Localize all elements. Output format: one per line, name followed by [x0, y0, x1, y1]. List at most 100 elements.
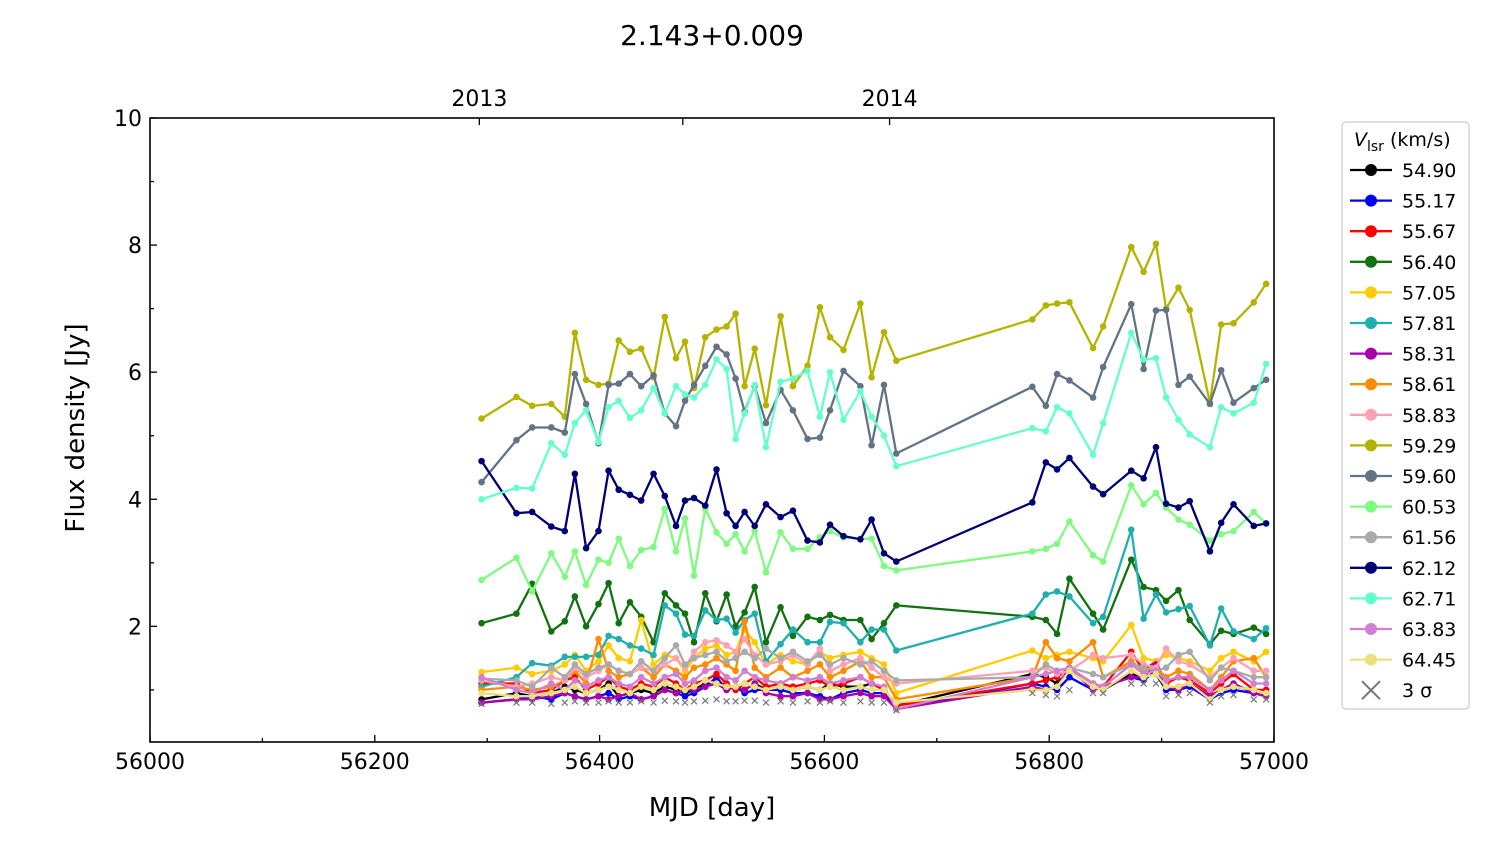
data-point	[762, 638, 770, 646]
data-point	[1152, 489, 1160, 497]
data-point-3sigma	[741, 697, 749, 705]
data-point	[1099, 654, 1107, 662]
data-point	[741, 410, 748, 417]
data-point	[816, 673, 824, 681]
data-point	[1099, 686, 1107, 694]
data-point	[751, 527, 759, 535]
data-point	[826, 521, 834, 528]
data-point	[880, 328, 888, 336]
data-point	[1089, 483, 1097, 490]
data-point	[690, 654, 698, 662]
legend-entry: 63.83	[1350, 619, 1456, 641]
data-point	[626, 657, 634, 665]
data-point	[1127, 467, 1135, 474]
data-point	[478, 619, 485, 627]
data-point	[1250, 680, 1258, 687]
data-point	[1186, 661, 1193, 668]
data-point	[732, 654, 739, 662]
data-point	[732, 435, 739, 443]
data-point	[1175, 381, 1182, 389]
data-point	[1217, 605, 1225, 612]
legend-label: 62.12	[1402, 558, 1456, 580]
data-point	[713, 343, 720, 351]
data-point	[893, 699, 900, 706]
data-point	[595, 657, 602, 665]
data-point	[777, 683, 784, 691]
data-point	[672, 670, 680, 678]
data-point	[661, 505, 669, 513]
legend-entry: 61.56	[1350, 527, 1456, 549]
data-point	[732, 677, 739, 684]
data-point	[605, 579, 612, 587]
data-point	[637, 497, 645, 504]
legend-label: 54.90	[1402, 160, 1456, 182]
data-point	[1089, 344, 1097, 352]
data-point	[751, 522, 759, 530]
data-point	[582, 407, 590, 414]
data-point	[650, 667, 657, 675]
data-point	[1186, 648, 1193, 656]
data-point	[762, 661, 770, 668]
data-point	[1162, 609, 1170, 616]
data-point	[751, 610, 759, 617]
data-point	[1175, 657, 1182, 665]
data-point	[789, 673, 797, 681]
data-point	[868, 516, 875, 523]
data-point	[690, 664, 698, 671]
data-point	[528, 670, 536, 678]
data-point	[605, 467, 612, 474]
data-point	[701, 607, 709, 614]
data-point	[857, 661, 864, 668]
data-point	[605, 696, 612, 703]
data-point	[1152, 443, 1160, 451]
data-point	[1262, 648, 1270, 656]
data-point	[637, 382, 645, 390]
data-point	[1262, 667, 1270, 675]
legend-entry: 57.81	[1350, 313, 1456, 335]
data-point	[595, 556, 602, 563]
data-point-3sigma	[582, 699, 590, 707]
data-point	[595, 600, 602, 608]
data-point	[547, 680, 555, 687]
data-point	[713, 648, 720, 656]
data-point	[732, 522, 739, 530]
data-point	[672, 382, 680, 390]
data-point	[723, 540, 730, 548]
data-point	[1250, 635, 1258, 643]
data-point	[1186, 497, 1193, 505]
data-point	[582, 689, 590, 697]
data-point	[672, 689, 680, 697]
data-point	[741, 617, 748, 625]
legend-marker	[1365, 378, 1377, 391]
data-point	[672, 602, 680, 609]
x-tick-label: 56800	[1014, 750, 1084, 775]
data-point	[762, 419, 770, 427]
data-point	[615, 686, 623, 694]
data-point-3sigma	[816, 699, 824, 707]
data-point-3sigma	[605, 697, 613, 705]
data-point	[1217, 664, 1225, 671]
legend-entry: 64.45	[1350, 650, 1456, 672]
data-point	[732, 683, 739, 691]
data-point	[681, 661, 689, 668]
data-point	[789, 375, 797, 382]
data-point	[1186, 373, 1193, 380]
data-point	[741, 609, 748, 616]
legend-label: 64.45	[1402, 650, 1456, 672]
data-point	[840, 677, 847, 684]
data-point	[1053, 370, 1061, 378]
data-point	[732, 667, 739, 675]
data-point	[626, 414, 634, 422]
data-point	[1186, 602, 1193, 610]
data-point	[762, 677, 770, 684]
data-point	[1152, 354, 1160, 362]
legend-label: 55.67	[1402, 221, 1456, 243]
data-point	[528, 683, 536, 691]
data-point	[1162, 500, 1170, 508]
data-point	[1206, 677, 1214, 684]
data-point	[1099, 613, 1107, 621]
data-point-3sigma	[1186, 689, 1194, 697]
data-point	[513, 509, 520, 517]
data-point	[1066, 298, 1073, 306]
data-point	[1127, 661, 1135, 668]
